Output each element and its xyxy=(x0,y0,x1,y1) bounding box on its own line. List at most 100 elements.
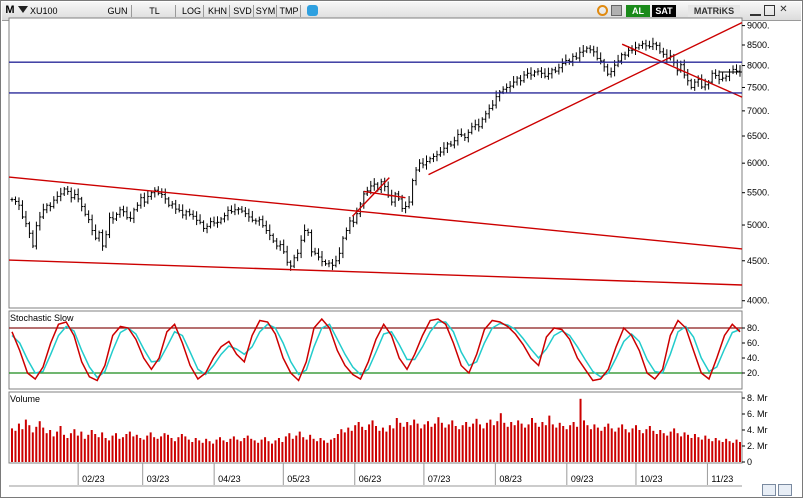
btn-khn[interactable]: KHN xyxy=(206,5,230,17)
volume-bar xyxy=(628,432,631,462)
volume-bar xyxy=(80,431,83,462)
volume-bar xyxy=(458,429,461,462)
volume-bar xyxy=(52,436,55,462)
volume-bar xyxy=(225,442,228,462)
volume-bar xyxy=(160,436,163,462)
price-tick-label: 7000. xyxy=(747,106,770,116)
volume-bar xyxy=(243,438,246,462)
stoch-tick-label: 60. xyxy=(747,338,760,348)
close-icon[interactable]: ✕ xyxy=(779,4,788,15)
volume-bar xyxy=(115,433,117,462)
sell-button[interactable]: SAT xyxy=(652,5,676,17)
twitter-icon[interactable] xyxy=(307,5,318,16)
volume-bar xyxy=(11,428,13,462)
volume-bar xyxy=(655,434,658,462)
volume-bar xyxy=(409,425,412,462)
volume-bar xyxy=(56,431,59,462)
volume-bar xyxy=(371,420,374,462)
volume-bar xyxy=(669,431,672,462)
stoch-series-line xyxy=(11,317,741,382)
volume-tick-label: 8. Mr xyxy=(747,393,768,403)
volume-bar xyxy=(212,443,215,462)
volume-bar xyxy=(201,442,204,462)
volume-bar xyxy=(264,437,267,462)
volume-bar xyxy=(680,436,683,462)
trend-line-3 xyxy=(351,177,390,217)
volume-bar xyxy=(648,426,651,462)
volume-bar xyxy=(128,431,131,462)
volume-bar xyxy=(132,436,135,462)
volume-bar xyxy=(402,426,405,462)
minimize-icon[interactable] xyxy=(750,5,761,16)
volume-bar xyxy=(662,433,665,462)
stoch-series-line xyxy=(11,321,741,379)
stoch-tick-label: 20. xyxy=(747,368,760,378)
volume-bar xyxy=(621,424,624,462)
volume-bar xyxy=(468,426,471,462)
volume-bar xyxy=(596,427,599,462)
volume-bar xyxy=(153,437,156,462)
buy-button[interactable]: AL xyxy=(626,5,650,17)
volume-bar xyxy=(83,438,86,462)
volume-bar xyxy=(333,438,336,462)
price-tick-label: 8000. xyxy=(747,61,770,71)
volume-bar xyxy=(205,438,208,462)
volume-bar xyxy=(739,442,741,462)
volume-bar xyxy=(108,440,111,462)
volume-bar xyxy=(430,426,433,462)
volume-bar xyxy=(652,430,655,462)
volume-bar xyxy=(513,425,516,462)
date-tick-label: 06/23 xyxy=(359,474,382,484)
volume-bar xyxy=(572,422,575,462)
volume-bar xyxy=(156,438,159,462)
volume-bar xyxy=(375,426,377,462)
btn-svd[interactable]: SVD xyxy=(232,5,254,17)
volume-bar xyxy=(45,433,48,462)
chart-toolbar: M XU100 GUN TL LOG KHN SVD SYM TMP AL SA… xyxy=(2,2,801,21)
volume-bar xyxy=(693,434,696,462)
volume-bar xyxy=(659,430,662,462)
volume-bar xyxy=(479,424,481,462)
volume-bar xyxy=(610,428,613,462)
date-tick-label: 09/23 xyxy=(571,474,594,484)
volume-bar xyxy=(631,428,634,462)
dropdown-icon[interactable] xyxy=(18,6,28,13)
volume-bar xyxy=(125,434,128,462)
pan-icon[interactable] xyxy=(778,484,792,496)
volume-bar xyxy=(208,441,211,462)
refresh-icon[interactable] xyxy=(597,5,608,16)
volume-bar xyxy=(492,425,495,462)
volume-bar xyxy=(614,431,617,462)
btn-tl[interactable]: TL xyxy=(134,5,176,17)
volume-bar xyxy=(589,429,592,462)
stochastic-title: Stochastic Slow xyxy=(10,313,74,323)
volume-bar xyxy=(76,435,79,462)
trend-line-1 xyxy=(8,259,743,286)
settings-icon[interactable] xyxy=(611,5,622,16)
volume-bar xyxy=(167,434,169,462)
volume-bar xyxy=(520,423,523,462)
volume-bar xyxy=(447,424,450,462)
btn-gun[interactable]: GUN xyxy=(104,5,132,17)
symbol-label[interactable]: XU100 xyxy=(30,6,58,16)
volume-bar xyxy=(506,426,509,462)
sync-icon[interactable] xyxy=(762,484,776,496)
trend-line-4 xyxy=(363,190,406,199)
volume-bar xyxy=(35,426,38,462)
maximize-icon[interactable] xyxy=(764,5,775,16)
btn-tmp[interactable]: TMP xyxy=(278,5,301,17)
volume-bar xyxy=(395,418,398,462)
date-tick-label: 03/23 xyxy=(147,474,170,484)
volume-bar xyxy=(347,427,350,462)
btn-log[interactable]: LOG xyxy=(180,5,204,17)
volume-bar xyxy=(21,429,24,462)
volume-bar xyxy=(63,434,65,462)
volume-bar xyxy=(617,427,620,462)
btn-sym[interactable]: SYM xyxy=(255,5,277,17)
volume-bar xyxy=(381,427,384,462)
volume-bar xyxy=(121,437,124,462)
stochastic-panel: Stochastic Slow 20. 40. 60. 80. xyxy=(9,313,760,382)
volume-bar xyxy=(645,429,648,462)
volume-bar xyxy=(607,423,610,462)
volume-bar xyxy=(687,434,689,462)
